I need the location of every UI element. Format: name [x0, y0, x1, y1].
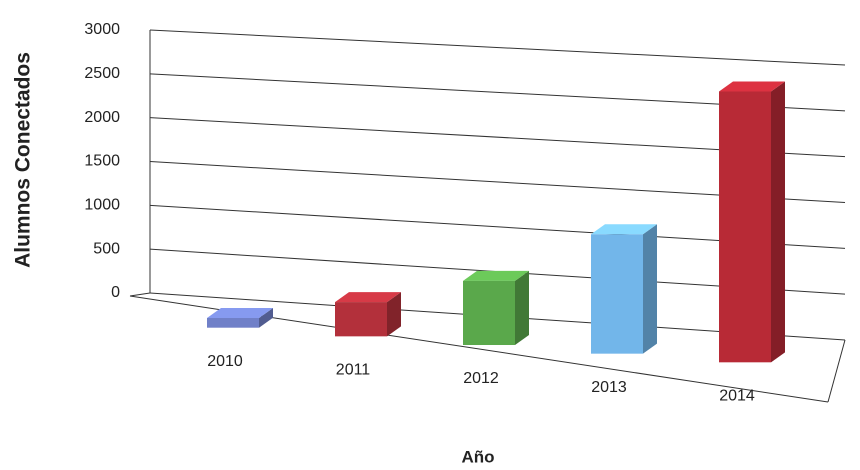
y-tick-label: 0	[111, 284, 120, 301]
bar	[591, 234, 643, 354]
x-tick-label: 2013	[591, 379, 627, 396]
y-tick-label: 2500	[84, 65, 120, 82]
bar	[335, 302, 387, 337]
grid-line	[149, 29, 846, 66]
bar-side	[643, 224, 657, 354]
y-tick-label: 2000	[84, 109, 120, 126]
y-tick-label: 3000	[84, 21, 120, 38]
y-axis-title: Alumnos Conectados	[12, 52, 35, 268]
bar-top	[335, 292, 401, 303]
x-tick-label: 2010	[207, 353, 243, 370]
bar-top	[591, 224, 657, 235]
y-tick-label: 500	[93, 240, 120, 257]
bar-side	[771, 81, 785, 363]
bar-top	[719, 81, 785, 92]
bar-side	[515, 270, 529, 346]
bar-top	[463, 270, 529, 281]
wall-edge	[129, 292, 151, 297]
y-tick-label: 1000	[84, 197, 120, 214]
bar	[207, 317, 259, 328]
bar-side	[259, 307, 273, 328]
bar-top	[207, 307, 273, 318]
bar-side	[387, 292, 401, 337]
x-axis-title: Año	[461, 447, 494, 466]
bar	[463, 280, 515, 346]
x-tick-label: 2014	[719, 388, 755, 405]
bar	[719, 91, 771, 363]
y-tick-label: 1500	[84, 153, 120, 170]
floor-edge	[827, 339, 846, 403]
x-tick-label: 2011	[336, 362, 371, 379]
x-tick-label: 2012	[463, 370, 499, 387]
